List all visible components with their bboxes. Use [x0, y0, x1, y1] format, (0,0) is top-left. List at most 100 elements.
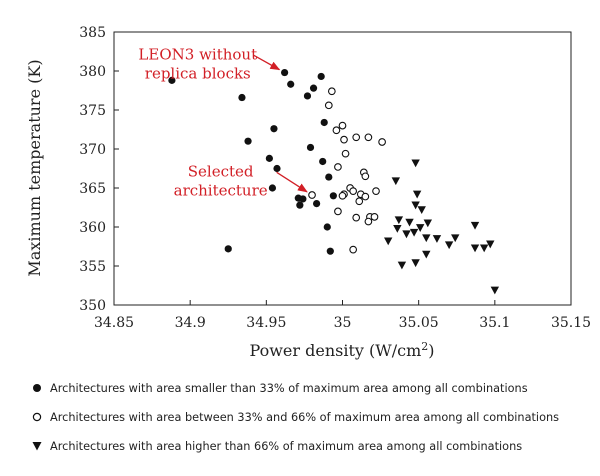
data-point [287, 80, 295, 88]
data-point [329, 192, 337, 200]
annotation-text: Selected [188, 162, 254, 180]
y-tick-label: 355 [79, 259, 106, 275]
data-point [303, 92, 312, 100]
data-point [349, 245, 358, 254]
annotation-text: architecture [174, 181, 268, 199]
data-point [313, 200, 321, 208]
data-point [402, 230, 411, 239]
data-point [296, 201, 304, 209]
data-point [490, 286, 500, 295]
data-point [317, 72, 325, 81]
annotation-arrow [253, 54, 281, 71]
legend: Architectures with area smaller than 33%… [30, 376, 595, 463]
data-point [384, 237, 393, 246]
data-point [432, 235, 442, 243]
data-points [168, 68, 500, 295]
x-tick-label: 34.9 [175, 315, 206, 331]
data-point [470, 221, 480, 230]
y-tick-label: 375 [79, 103, 106, 119]
y-axis-ticks: 350 355 360 365 370 375 380 385 [79, 25, 119, 314]
series-2 [308, 87, 386, 254]
y-tick-label: 385 [79, 25, 106, 41]
annotation-text: replica blocks [145, 64, 251, 82]
data-point [378, 138, 386, 146]
data-point [486, 240, 495, 249]
data-point [341, 149, 350, 158]
x-tick-label: 34.95 [246, 315, 286, 331]
legend-item-small-area: Architectures with area smaller than 33%… [30, 376, 595, 400]
open-circle-marker-icon [30, 410, 44, 424]
data-point [349, 187, 358, 195]
data-point [238, 93, 246, 102]
legend-label-large-area: Architectures with area higher than 66% … [50, 439, 523, 453]
series-1 [168, 68, 337, 255]
data-point [361, 192, 370, 201]
legend-label-small-area: Architectures with area smaller than 33%… [50, 381, 528, 395]
x-tick-label: 34.85 [94, 315, 134, 331]
data-point [244, 137, 252, 145]
x-tick-label: 35.05 [399, 315, 439, 331]
data-point [320, 118, 328, 127]
data-point [470, 244, 480, 253]
data-point [412, 190, 422, 199]
data-point [270, 125, 278, 133]
data-point [352, 133, 361, 142]
data-point [364, 217, 373, 226]
data-point [391, 177, 401, 186]
data-point [324, 101, 333, 110]
y-tick-label: 370 [79, 142, 106, 158]
data-point [334, 163, 342, 171]
data-point [417, 206, 426, 215]
data-point [422, 250, 431, 259]
data-point [299, 195, 307, 203]
data-point [361, 172, 370, 181]
x-axis-title: Power density (W/cm2) [249, 340, 434, 360]
data-point [405, 218, 414, 227]
data-point [411, 259, 420, 268]
data-point [338, 121, 347, 130]
data-point [479, 244, 489, 253]
data-point [323, 223, 331, 231]
series-3 [384, 159, 500, 295]
data-point [411, 201, 420, 210]
y-tick-label: 350 [79, 298, 106, 314]
data-point [306, 143, 315, 152]
data-point [168, 76, 176, 84]
x-axis-ticks: 34.85 34.9 34.95 35 35.05 35.1 35.15 [94, 300, 591, 331]
y-tick-label: 360 [79, 220, 106, 236]
x-tick-label: 35.15 [551, 315, 591, 331]
data-point [265, 154, 273, 162]
legend-item-medium-area: Architectures with area between 33% and … [30, 405, 595, 429]
data-point [268, 184, 277, 192]
legend-item-large-area: Architectures with area higher than 66% … [30, 434, 595, 458]
data-point [411, 159, 420, 168]
data-point [444, 241, 454, 250]
data-point [415, 224, 425, 232]
data-point [422, 234, 431, 243]
data-point [352, 213, 361, 222]
y-tick-label: 365 [79, 181, 106, 197]
x-tick-label: 35.1 [479, 315, 510, 331]
data-point [327, 87, 336, 96]
data-point [409, 228, 419, 237]
data-point [394, 216, 404, 225]
data-point [308, 191, 316, 199]
data-point [325, 173, 333, 181]
legend-label-medium-area: Architectures with area between 33% and … [50, 410, 560, 424]
data-point [364, 133, 373, 142]
annotation-text: LEON3 without [138, 45, 257, 63]
filled-circle-marker-icon [30, 381, 44, 395]
data-point [273, 164, 281, 173]
data-point [372, 187, 380, 195]
data-point [334, 207, 342, 216]
data-point [355, 197, 364, 206]
annotation-arrow [276, 171, 308, 193]
data-point [340, 135, 348, 144]
data-point [397, 261, 407, 270]
data-point [309, 84, 318, 92]
data-point [332, 126, 341, 135]
data-point [338, 191, 347, 200]
